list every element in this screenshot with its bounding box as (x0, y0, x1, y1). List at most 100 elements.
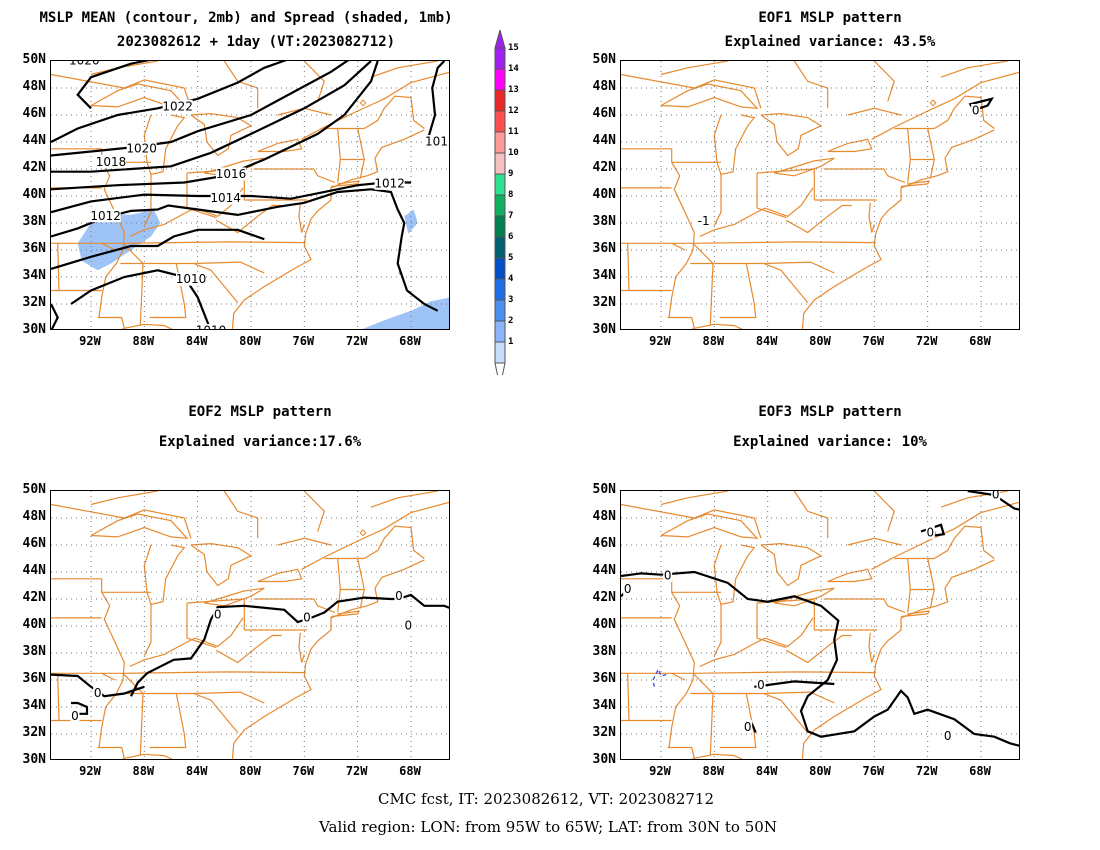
latitude-tick-label: 30N (592, 752, 616, 767)
geographic-borders (621, 491, 1019, 759)
latitude-tick-label: 42N (592, 590, 616, 605)
contour-line (51, 61, 379, 191)
latitude-tick-label: 30N (22, 752, 46, 767)
latitude-tick-label: 42N (22, 160, 46, 175)
latitude-tick-label: 30N (592, 322, 616, 337)
latitude-tick-label: 38N (592, 214, 616, 229)
eof3-title-line2: Explained variance: 10% (733, 434, 927, 450)
eof1-title-line1: EOF1 MSLP pattern (758, 10, 902, 26)
longitude-tick-label: 68W (969, 764, 991, 778)
colorbar-level-label: 2 (508, 316, 514, 326)
contour-label: 1016 (216, 167, 247, 181)
contour-label: 1012 (374, 176, 405, 190)
contour-line (750, 722, 757, 734)
colorbar-segment (494, 257, 506, 280)
colorbar-level-label: 9 (508, 169, 514, 179)
latitude-tick-label: 42N (22, 590, 46, 605)
longitude-tick-label: 76W (292, 334, 315, 348)
contour-line (70, 269, 212, 329)
longitude-tick-label: 92W (79, 764, 101, 778)
contour-line (51, 228, 265, 270)
colorbar-segment (494, 341, 506, 364)
longitude-tick-label: 72W (915, 334, 938, 348)
latitude-tick-label: 50N (22, 52, 46, 67)
contour-label: 1012 (425, 135, 450, 149)
contour-line (425, 61, 446, 143)
contour-label: 1018 (96, 155, 127, 169)
contour-line (76, 61, 150, 110)
colorbar-top-arrow (494, 30, 506, 49)
geographic-borders (621, 61, 1019, 329)
colorbar-level-label: 14 (508, 64, 519, 74)
contour-line (51, 303, 59, 329)
latitude-tick-label: 38N (22, 644, 46, 659)
longitude-tick-label: 84W (185, 334, 208, 348)
latitude-tick-label: 32N (22, 725, 46, 740)
contour-label: 1022 (162, 99, 193, 113)
contour-label: 0 (664, 569, 672, 583)
latitude-tick-label: 48N (22, 509, 46, 524)
longitude-tick-label: 84W (755, 764, 778, 778)
longitude-tick-label: 92W (649, 334, 671, 348)
longitude-tick-label: 76W (292, 764, 315, 778)
latitude-tick-label: 40N (22, 617, 46, 632)
colorbar-level-label: 7 (508, 211, 514, 221)
latitude-tick-label: 50N (22, 482, 46, 497)
graticule (621, 61, 1019, 329)
contour-label: 0 (71, 709, 79, 723)
contour-line (967, 491, 1019, 511)
colorbar-segment (494, 299, 506, 322)
longitude-tick-label: 88W (132, 334, 155, 348)
colorbar-level-label: 10 (508, 148, 519, 158)
contour-label: 1020 (126, 141, 157, 155)
colorbar-segment (494, 89, 506, 112)
contour-label: -1 (698, 214, 710, 228)
longitude-tick-label: 88W (702, 764, 725, 778)
spread-shading (77, 209, 449, 329)
contour-label: 1014 (210, 191, 241, 205)
colorbar-level-label: 13 (508, 85, 519, 95)
eof3-title-line1: EOF3 MSLP pattern (758, 404, 902, 420)
longitude-tick-label: 76W (862, 764, 885, 778)
contour-label: 1010 (176, 272, 207, 286)
latitude-tick-label: 46N (592, 536, 616, 551)
latitude-tick-label: 36N (592, 671, 616, 686)
map-panel-eof3: 0 0 0 0 0 0 0 (620, 490, 1020, 760)
contour-label: 0 (214, 608, 222, 622)
latitude-tick-label: 38N (22, 214, 46, 229)
latitude-tick-label: 34N (592, 268, 616, 283)
longitude-tick-label: 80W (809, 764, 831, 778)
contour-line (621, 570, 1019, 747)
colorbar-level-label: 3 (508, 295, 514, 305)
latitude-tick-label: 36N (22, 241, 46, 256)
colorbar-level-label: 15 (508, 43, 519, 53)
eof1-title-line2: Explained variance: 43.5% (724, 34, 936, 50)
contour-label: 0 (395, 589, 403, 603)
contour-label: 1012 (90, 209, 121, 223)
contour-label: 1010 (196, 324, 227, 331)
latitude-tick-label: 48N (22, 79, 46, 94)
contour-label: 1020 (69, 61, 100, 68)
latitude-tick-label: 44N (22, 133, 46, 148)
graticule (621, 491, 1019, 759)
longitude-tick-label: 72W (345, 334, 368, 348)
latitude-tick-label: 32N (22, 295, 46, 310)
colorbar-segment (494, 110, 506, 133)
contour-line (51, 188, 439, 312)
contour-line (51, 181, 411, 214)
latitude-tick-label: 44N (592, 563, 616, 578)
longitude-tick-label: 80W (239, 764, 261, 778)
longitude-tick-label: 84W (755, 334, 778, 348)
latitude-tick-label: 46N (22, 106, 46, 121)
colorbar-bottom-arrow (494, 362, 506, 375)
map-panel-mean: 1020102210201018101610121014101210101010… (50, 60, 450, 330)
colorbar-segment (494, 215, 506, 238)
colorbar-level-label: 12 (508, 106, 519, 116)
latitude-tick-label: 34N (22, 268, 46, 283)
colorbar-segment (494, 152, 506, 175)
latitude-tick-label: 40N (22, 187, 46, 202)
colorbar-segment (494, 173, 506, 196)
contour-label: 0 (944, 729, 952, 743)
latitude-tick-label: 32N (592, 295, 616, 310)
latitude-tick-label: 44N (22, 563, 46, 578)
